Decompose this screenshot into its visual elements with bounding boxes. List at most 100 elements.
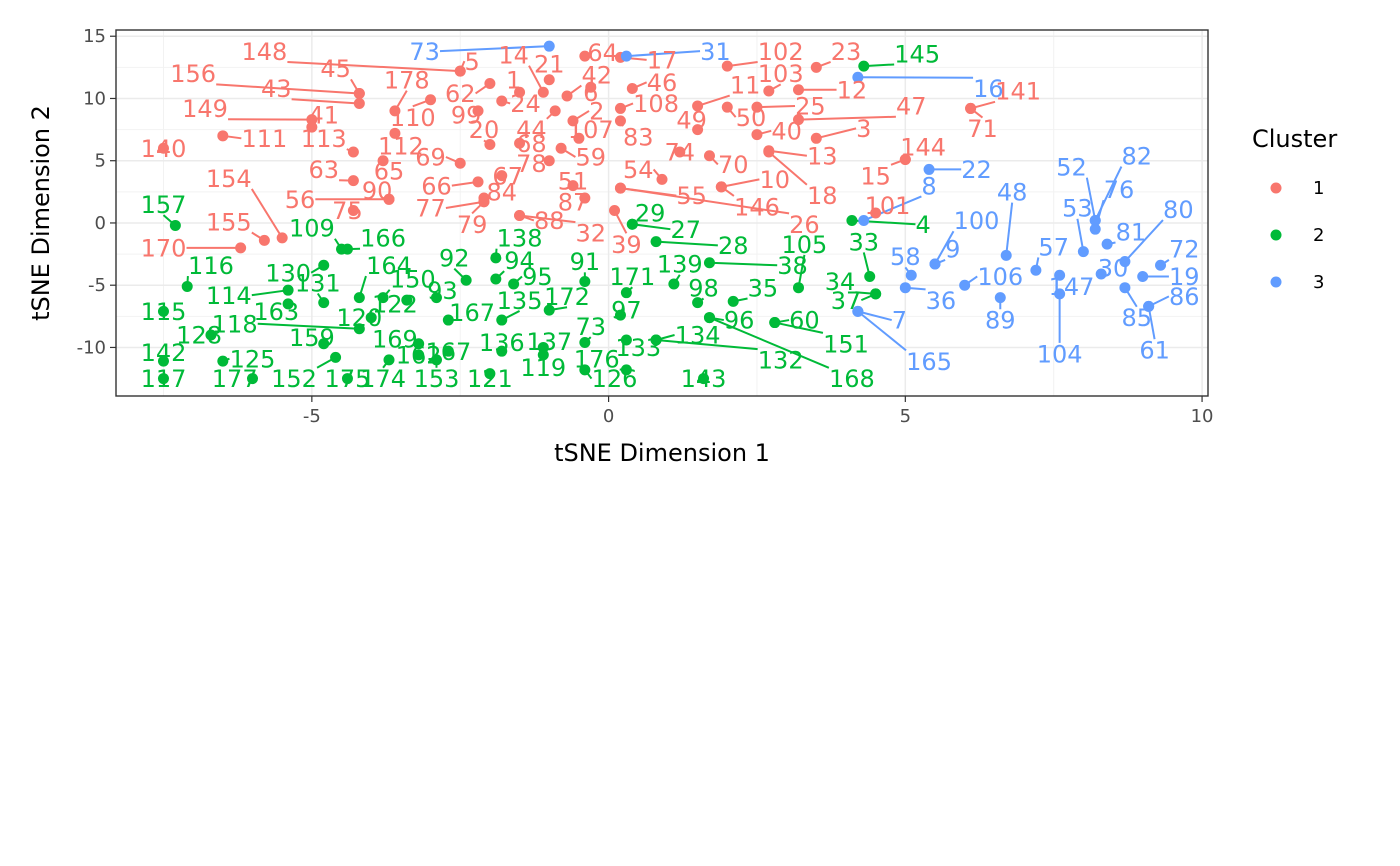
data-point [1095, 268, 1107, 280]
point-label: 157 [141, 191, 187, 219]
point-label: 114 [206, 282, 252, 310]
point-label: 42 [581, 61, 612, 89]
data-point [496, 95, 508, 107]
data-point [650, 236, 662, 248]
label-segment [768, 149, 808, 157]
data-point [763, 85, 775, 97]
point-label: 166 [360, 225, 406, 253]
data-point [793, 84, 804, 96]
data-point [1119, 256, 1131, 268]
point-label: 87 [558, 188, 589, 216]
data-point [496, 170, 508, 182]
label-segment [445, 200, 485, 210]
label-segment [768, 151, 808, 186]
point-label: 91 [570, 248, 601, 276]
point-label: 55 [676, 182, 707, 210]
data-point [1000, 249, 1012, 261]
point-label: 14 [498, 42, 529, 70]
point-label: 69 [415, 144, 446, 172]
point-label: 18 [807, 182, 838, 210]
point-label: 134 [675, 322, 721, 350]
point-label: 97 [611, 297, 642, 325]
data-point [614, 182, 626, 194]
data-point [496, 345, 508, 357]
data-point [929, 258, 941, 270]
point-label: 37 [831, 287, 862, 315]
data-point [514, 86, 526, 98]
data-point [347, 205, 359, 217]
point-label: 169 [372, 325, 418, 353]
point-label: 136 [479, 329, 525, 357]
minor-gridlines [116, 30, 1208, 396]
data-point [543, 155, 555, 167]
point-label: 116 [188, 252, 234, 280]
data-point [698, 373, 710, 385]
point-label: 9 [945, 236, 960, 264]
data-point [425, 94, 437, 106]
data-point [870, 288, 882, 300]
point-label: 164 [366, 252, 412, 280]
data-point [620, 287, 632, 299]
point-label: 15 [860, 162, 891, 190]
data-point [959, 279, 971, 291]
label-segment [655, 338, 758, 351]
point-label: 16 [973, 75, 1004, 103]
data-point [377, 155, 389, 167]
point-label: 34 [825, 268, 856, 296]
data-point [650, 334, 662, 346]
point-label: 135 [497, 287, 543, 315]
data-point [614, 309, 626, 321]
point-label: 3 [856, 115, 871, 143]
data-point [793, 282, 804, 294]
point-label: 66 [421, 172, 452, 200]
major-gridlines [116, 30, 1208, 396]
data-point [341, 373, 353, 385]
point-label: 68 [516, 130, 547, 158]
point-label: 70 [718, 151, 749, 179]
point-label: 149 [182, 95, 228, 123]
data-point [1089, 223, 1101, 235]
point-label: 79 [457, 211, 488, 239]
point-label: 82 [1122, 142, 1153, 170]
data-point [905, 269, 917, 281]
point-label: 98 [688, 274, 719, 302]
point-label: 61 [1139, 337, 1170, 365]
point-label: 47 [896, 93, 927, 121]
data-point [389, 105, 401, 117]
label-segment [857, 310, 892, 322]
point-label: 141 [995, 78, 1041, 106]
data-point [620, 334, 632, 346]
point-label: 118 [212, 310, 258, 338]
data-point [793, 114, 804, 126]
data-point [703, 257, 715, 269]
point-label: 108 [633, 90, 679, 118]
x-tick-label: 0 [603, 406, 614, 427]
point-label: 106 [977, 263, 1023, 291]
point-label: 52 [1056, 154, 1087, 182]
panel-border [115, 29, 1209, 397]
point-label: 115 [141, 298, 187, 326]
point-label: 81 [1116, 218, 1147, 246]
data-point [472, 105, 484, 117]
point-label: 51 [558, 167, 589, 195]
point-label: 40 [771, 117, 802, 145]
point-label: 102 [758, 38, 804, 66]
data-point [169, 219, 181, 231]
data-point [157, 373, 169, 385]
point-label: 90 [362, 177, 393, 205]
point-label: 111 [241, 125, 287, 153]
data-point [401, 294, 413, 306]
point-label: 33 [849, 228, 880, 256]
legend-key [1270, 182, 1282, 194]
point-label: 96 [724, 307, 755, 335]
data-point [353, 292, 365, 304]
point-label: 133 [615, 334, 661, 362]
data-point [157, 355, 169, 367]
y-tick-label: 0 [95, 213, 106, 234]
point-label: 155 [206, 208, 252, 236]
point-label: 95 [522, 263, 553, 291]
data-point [543, 304, 555, 316]
point-label: 8 [921, 172, 936, 200]
data-point [508, 278, 520, 290]
data-point [454, 65, 466, 77]
